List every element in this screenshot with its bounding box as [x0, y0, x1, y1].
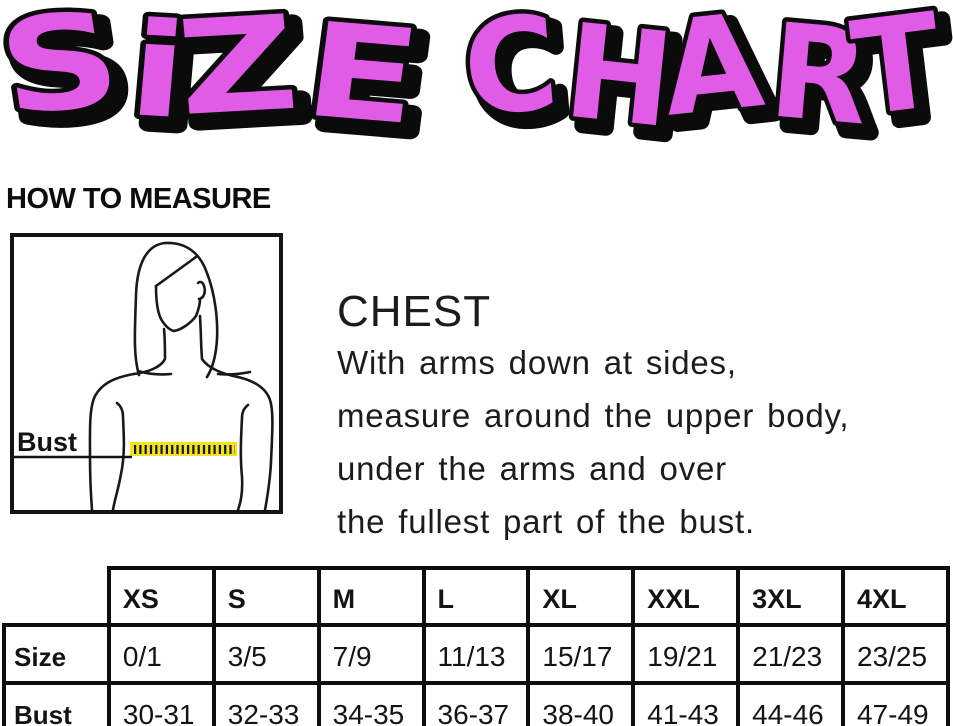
- chest-instruction-line: With arms down at sides,: [337, 344, 737, 381]
- bust-value: 30-31: [106, 681, 216, 726]
- bust-value: 38-40: [526, 681, 636, 726]
- title-word-size: SiZE: [0, 0, 425, 152]
- size-value: 11/13: [421, 623, 531, 685]
- how-to-measure-heading: HOW TO MEASURE: [6, 183, 271, 215]
- col-header-xxl: XXL: [631, 566, 741, 627]
- title-word-chart-shadow: CHART: [466, 0, 953, 152]
- title-word-size-shadow: SiZE: [2, 0, 434, 152]
- corner-cell: [4, 568, 109, 625]
- row-label-bust: Bust: [2, 681, 111, 726]
- chest-instruction-line: the fullest part of the bust.: [337, 503, 755, 540]
- table-row-bust: Bust 30-31 32-33 34-35 36-37 38-40 41-43…: [2, 681, 950, 726]
- col-header-m: M: [316, 566, 426, 627]
- size-value: 7/9: [316, 623, 426, 685]
- col-header-4xl: 4XL: [841, 566, 950, 627]
- col-header-xl: XL: [526, 566, 636, 627]
- size-value: 3/5: [211, 623, 321, 685]
- size-value: 15/17: [526, 623, 636, 685]
- col-header-3xl: 3XL: [736, 566, 845, 627]
- measurement-figure-box: Bust: [10, 233, 283, 514]
- body-outline: [88, 241, 274, 510]
- table-row-size: Size 0/1 3/5 7/9 11/13 15/17 19/21 21/23…: [2, 623, 950, 685]
- chest-heading: CHEST: [337, 287, 492, 336]
- size-value: 0/1: [106, 623, 216, 685]
- table-header-row: XS S M L XL XXL 3XL 4XL: [4, 566, 950, 627]
- title-word-chart: CHART: [457, 0, 949, 152]
- chest-instruction-line: under the arms and over: [337, 450, 727, 487]
- bust-value: 47-49: [841, 681, 950, 726]
- col-header-xs: XS: [106, 566, 216, 627]
- bust-value: 32-33: [211, 681, 321, 726]
- bust-value: 34-35: [316, 681, 426, 726]
- bust-value: 44-46: [736, 681, 845, 726]
- row-label-size: Size: [2, 623, 111, 685]
- bust-value: 41-43: [631, 681, 741, 726]
- bust-value: 36-37: [421, 681, 531, 726]
- chest-section: CHEST With arms down at sides, measure a…: [337, 288, 849, 548]
- title-shadow-layer: SiZE CHART: [0, 0, 953, 152]
- bust-label: Bust: [17, 427, 77, 457]
- col-header-l: L: [421, 566, 531, 627]
- size-value: 19/21: [631, 623, 741, 685]
- col-header-s: S: [211, 566, 321, 627]
- woman-outline-illustration: Bust: [14, 241, 274, 510]
- size-value: 21/23: [736, 623, 845, 685]
- page-title: SiZE CHART SiZE CHART: [0, 0, 953, 152]
- size-chart-table: XS S M L XL XXL 3XL 4XL Size 0/1 3/5 7/9…: [2, 566, 950, 726]
- chest-instruction-line: measure around the upper body,: [337, 397, 850, 434]
- size-value: 23/25: [841, 623, 950, 685]
